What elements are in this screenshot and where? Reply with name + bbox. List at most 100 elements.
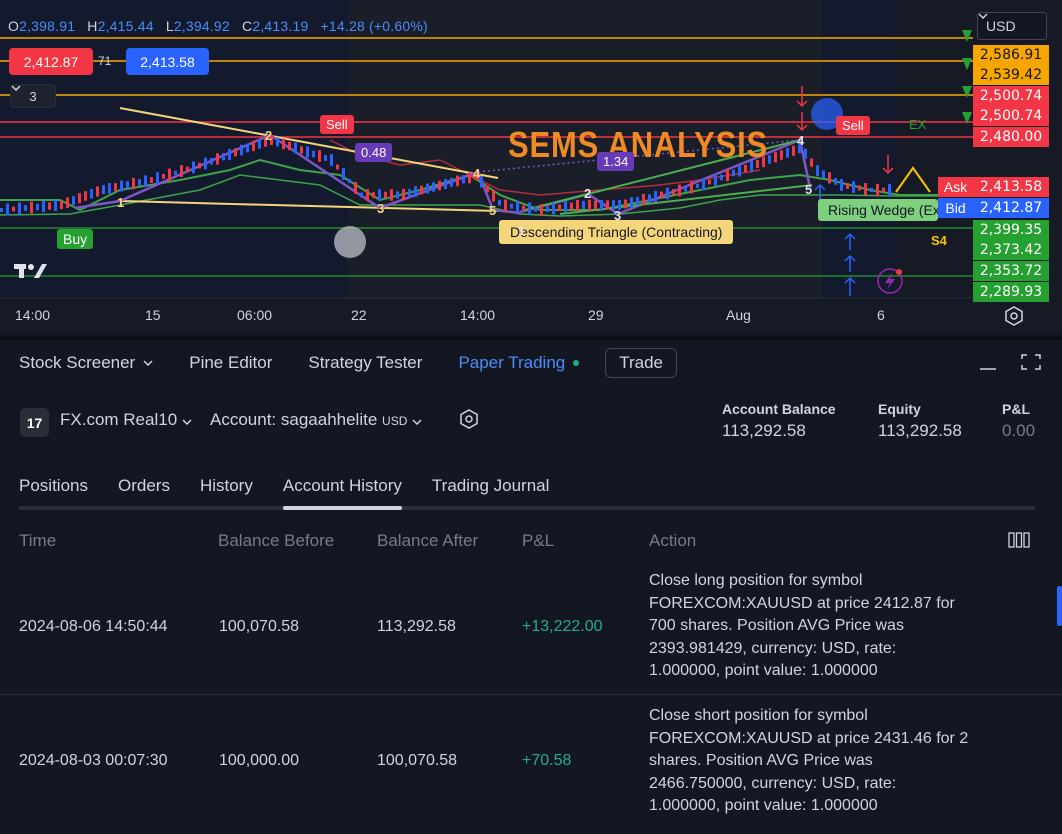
candle — [654, 190, 657, 203]
candle — [864, 183, 867, 195]
price-axis-label: 2,500.74 — [973, 86, 1049, 106]
tab-label: Paper Trading — [458, 353, 566, 372]
candle — [828, 172, 831, 184]
candle — [72, 196, 75, 205]
cell-balance-after: 113,292.58 — [377, 618, 456, 635]
account-select[interactable]: Account: sagaahhelite USD — [210, 410, 422, 430]
candle — [36, 203, 39, 211]
account-settings-icon[interactable] — [458, 408, 480, 430]
broker-select[interactable]: FX.com Real10 — [60, 410, 192, 430]
candle — [558, 204, 561, 211]
time-axis-label: 6 — [877, 307, 885, 323]
candle — [234, 148, 237, 157]
price-axis-label: 2,412.87 — [973, 198, 1049, 218]
ratio-badge: 0.48 — [355, 143, 393, 162]
column-header-balance-before[interactable]: Balance Before — [218, 531, 335, 550]
candle — [486, 185, 489, 193]
candle — [240, 144, 243, 156]
tab-paper-trading[interactable]: Paper Trading — [458, 353, 580, 373]
candle — [618, 200, 621, 210]
tab-strategy-tester[interactable]: Strategy Tester — [308, 353, 422, 373]
price-axis-label: 2,399.35 — [973, 220, 1049, 240]
candle — [108, 183, 111, 194]
stat-value: 113,292.58 — [722, 421, 806, 440]
scrollbar[interactable] — [1057, 586, 1062, 626]
time-axis-label: 15 — [145, 307, 161, 323]
exit-signal: EX — [909, 117, 927, 132]
currency-value: USD — [986, 18, 1016, 34]
currency-select[interactable]: USD — [977, 12, 1047, 40]
stat-label: Equity — [878, 401, 921, 417]
column-header-action[interactable]: Action — [649, 531, 697, 550]
session-bg — [822, 0, 896, 298]
chevron-down-icon — [143, 360, 153, 366]
pnl: P&L 0.00 — [1002, 401, 1035, 441]
candle — [432, 182, 435, 192]
tab-pine-editor[interactable]: Pine Editor — [189, 353, 272, 373]
candle — [384, 191, 387, 199]
action-line: 700 shares. Position AVG Price was — [649, 617, 904, 635]
maximize-icon[interactable] — [1020, 352, 1042, 372]
candle — [738, 165, 741, 177]
close-label: C — [242, 18, 253, 34]
candle — [732, 169, 735, 177]
buy-button[interactable]: 2,413.58 — [126, 48, 209, 75]
candle — [30, 201, 33, 214]
chart-settings-icon[interactable] — [1003, 305, 1025, 327]
subtab-orders[interactable]: Orders — [117, 476, 170, 495]
time-axis-label: 06:00 — [237, 307, 273, 323]
cell-action: Close long position for symbol FOREXCOM:… — [649, 570, 999, 683]
column-header-pnl[interactable]: P&L — [522, 531, 555, 550]
candle — [276, 137, 279, 147]
candle — [174, 170, 177, 175]
ohlc-legend: O2,398.91 H2,415.44 L2,394.92 C2,413.19 … — [8, 18, 428, 34]
column-header-time[interactable]: Time — [19, 531, 57, 550]
candle — [300, 146, 303, 154]
minimize-icon[interactable] — [978, 352, 998, 372]
candle — [702, 178, 705, 191]
subtab-history[interactable]: History — [199, 476, 253, 495]
high-label: H — [87, 18, 98, 34]
tab-stock-screener[interactable]: Stock Screener — [19, 353, 153, 373]
axis-markers — [962, 30, 972, 124]
candle — [216, 153, 219, 165]
candle — [552, 202, 555, 215]
subtab-account-history[interactable]: Account History — [282, 464, 402, 510]
candle — [522, 205, 525, 210]
subtab-trading-journal[interactable]: Trading Journal — [431, 476, 550, 495]
candle — [498, 199, 501, 206]
candle — [252, 140, 255, 152]
candle — [222, 153, 225, 161]
cell-time: 2024-08-06 14:50:44 — [19, 618, 168, 635]
candle — [60, 200, 63, 210]
broker-name: FX.com Real10 — [60, 410, 178, 429]
high-value: 2,415.44 — [97, 18, 154, 34]
action-line: 1.000000, point value: 1.000000 — [649, 662, 878, 680]
chevron-down-icon — [11, 85, 21, 91]
cell-pnl: +13,222.00 — [522, 618, 603, 635]
indicators-toggle[interactable]: 3 — [10, 84, 56, 108]
subtab-positions[interactable]: Positions — [19, 476, 88, 495]
candle — [420, 185, 423, 195]
candle — [642, 194, 645, 205]
cell-balance-before: 100,070.58 — [219, 618, 300, 635]
candle — [438, 180, 441, 191]
trade-button[interactable]: Trade — [605, 348, 678, 378]
sell-button[interactable]: 2,412.87 — [9, 48, 93, 75]
candle — [462, 175, 465, 184]
price-axis-label: 2,586.91 — [973, 45, 1049, 65]
candle — [78, 193, 81, 204]
candle — [24, 205, 27, 211]
candle — [288, 141, 291, 151]
candle — [444, 178, 447, 189]
trend-line — [0, 174, 960, 217]
price-chart[interactable]: O2,398.91 H2,415.44 L2,394.92 C2,413.19 … — [0, 0, 1062, 332]
wave-number: 3 — [377, 201, 385, 216]
candle — [720, 174, 723, 181]
candle — [882, 187, 885, 193]
columns-icon[interactable] — [1008, 532, 1030, 548]
column-header-balance-after[interactable]: Balance After — [377, 531, 479, 550]
action-line: Close short position for symbol — [649, 707, 868, 724]
alert-icon — [877, 268, 903, 294]
candle — [690, 181, 693, 194]
